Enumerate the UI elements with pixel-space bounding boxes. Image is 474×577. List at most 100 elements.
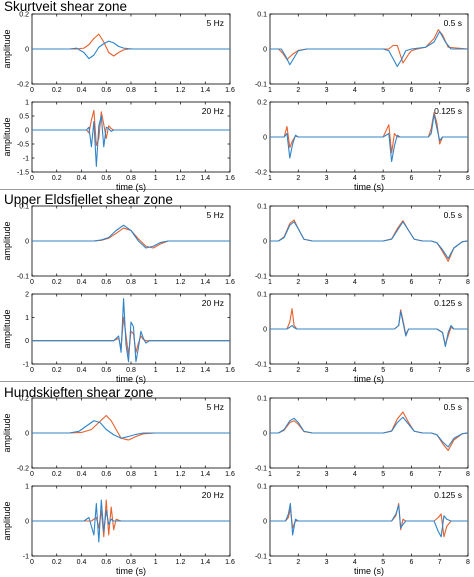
chart-panel: 0 0.2 0.4 0.6 0.8 1 1.2 1.4 1.6 -1.5 -1 -0.5 0 0.5 1 am… [2,100,235,193]
y-tick-label: 0.2 [19,396,29,403]
section-divider [0,381,474,382]
y-tick-label: 0 [263,135,267,142]
y-tick-label: 0 [25,519,29,526]
x-tick-label: 7 [438,559,442,566]
x-tick-label: 0.4 [77,279,87,286]
y-tick-label: 0.1 [257,12,267,19]
x-tick-label: 0.4 [77,87,87,94]
panel-annotation: 0.5 s [444,210,462,220]
y-tick-label: 0 [25,128,29,135]
x-tick-label: 4 [353,367,357,374]
x-tick-label: 0.6 [101,87,111,94]
x-tick-label: 1.4 [200,471,210,478]
x-tick-label: 0.2 [52,279,62,286]
y-tick-label: -0.2 [17,82,29,89]
chart-panel: 0 0.2 0.4 0.6 0.8 1 1.2 1.4 1.6-101amplitudetime… [2,484,235,577]
section-title-skurtveit: Skurtveit shear zone [4,0,128,14]
x-tick-label: 8 [466,175,470,182]
series-line-blue [270,416,469,448]
y-tick-label: -0.5 [17,142,29,149]
x-tick-label: 5 [381,471,385,478]
x-tick-label: 1.2 [176,87,186,94]
x-tick-label: 3 [325,559,329,566]
chart-panel: 0 0.2 0.4 0.6 0.8 1 1.2 1.4 1.6-1012amplitudetim… [2,292,235,385]
x-tick-label: 0.2 [52,87,62,94]
x-tick-label: 5 [381,367,385,374]
x-tick-label: 1.6 [225,471,235,478]
series-line-blue [32,499,230,543]
x-tick-label: 1 [154,87,158,94]
y-tick-label: -1 [23,156,29,163]
x-axis-label: time (s) [116,374,146,384]
y-tick-label: -1.5 [17,170,29,177]
x-tick-label: 1.4 [200,175,210,182]
panel-annotation: 0.125 s [434,490,462,500]
y-tick-label: 2 [25,292,29,299]
x-tick-label: 7 [438,175,442,182]
section-title-hundskjeften: Hundskjeften shear zone [4,385,154,400]
x-tick-label: 0.6 [101,279,111,286]
chart-panel: 0 0.2 0.4 0.6 0.8 1 1.2 1.4 1.6-0.200.2amplitude… [2,12,235,95]
panel-annotation: 5 Hz [207,210,224,220]
y-tick-label: 1 [25,484,29,491]
x-tick-label: 7 [438,87,442,94]
y-tick-label: -1 [23,362,29,369]
panel-annotation: 5 Hz [207,18,224,28]
x-tick-label: 4 [353,559,357,566]
y-tick-label: -0.2 [17,466,29,473]
x-tick-label: 1.4 [200,87,210,94]
y-tick-label: 0 [263,431,267,438]
x-tick-label: 3 [325,175,329,182]
series-line-blue [270,221,469,260]
section-title-upper-eldsfjellet: Upper Eldsfjellet shear zone [4,192,173,207]
y-tick-label: 0.1 [19,204,29,211]
series-line-blue [270,502,468,538]
x-tick-label: 1 [154,279,158,286]
x-tick-label: 8 [466,87,470,94]
series-line-blue [270,310,468,348]
y-tick-label: -1 [23,554,29,561]
x-tick-label: 0.4 [77,175,87,182]
x-tick-label: 6 [409,367,413,374]
series-line-orange [32,414,230,441]
y-tick-label: 0 [263,239,267,246]
panel-annotation: 0.5 s [444,18,462,28]
x-tick-label: 1 [154,471,158,478]
x-tick-label: 0.4 [77,367,87,374]
series-line-blue [32,40,230,60]
x-tick-label: 2 [296,175,300,182]
x-tick-label: 0 [30,471,34,478]
x-tick-label: 3 [325,367,329,374]
x-tick-label: 1 [154,559,158,566]
series-line-blue [270,113,468,163]
y-tick-label: 0.2 [19,12,29,19]
x-tick-label: 1 [268,367,272,374]
y-tick-label: 0 [25,239,29,246]
x-tick-label: 1 [268,471,272,478]
x-tick-label: 1 [268,175,272,182]
x-tick-label: 0 [30,367,34,374]
y-tick-label: 0 [25,338,29,345]
y-tick-label: -0.1 [255,274,267,281]
x-tick-label: 0 [30,279,34,286]
chart-panel: 1 2 3 4 5 6 7 8 -0.1 0 0.1 time (s) 0.125 s [255,292,470,385]
y-tick-label: 0.1 [257,292,267,299]
x-tick-label: 7 [438,279,442,286]
x-tick-label: 1.4 [200,279,210,286]
y-tick-label: -0.1 [255,362,267,369]
x-tick-label: 1.6 [225,175,235,182]
series-line-blue [32,298,230,363]
section-divider [0,189,474,190]
y-tick-label: -0.1 [17,274,29,281]
x-tick-label: 8 [466,279,470,286]
x-tick-label: 0.8 [126,279,136,286]
x-tick-label: 1.2 [176,175,186,182]
x-tick-label: 8 [466,367,470,374]
x-axis-label: time (s) [116,182,146,192]
y-tick-label: 0.2 [257,100,267,107]
x-tick-label: 1.6 [225,367,235,374]
x-tick-label: 0.8 [126,367,136,374]
series-line-orange [270,29,469,64]
x-tick-label: 1.6 [225,279,235,286]
